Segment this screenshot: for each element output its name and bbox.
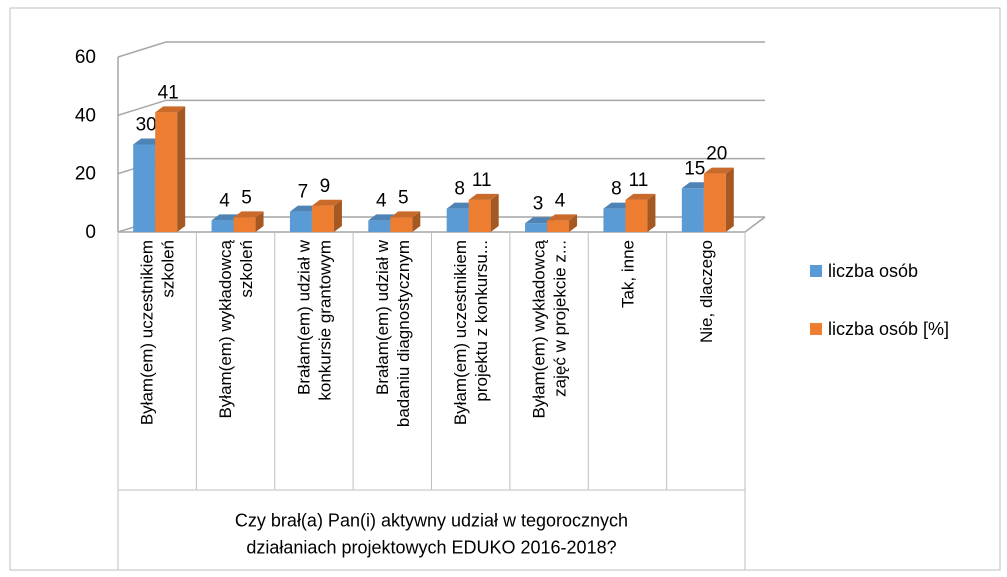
- chart-border: [9, 7, 1001, 571]
- bar-face: [368, 220, 391, 232]
- y-tick-label: 40: [75, 105, 96, 126]
- data-label: 4: [376, 190, 387, 211]
- bar-face: [155, 106, 186, 113]
- bar-face: [155, 112, 178, 232]
- bar-face: [211, 220, 234, 232]
- data-label: 30: [136, 115, 157, 136]
- bar-face: [177, 106, 186, 232]
- data-label: 41: [158, 82, 179, 103]
- data-label: 5: [241, 187, 252, 208]
- bar-face: [133, 144, 156, 232]
- bar: [468, 193, 499, 232]
- x-tick-label: Nie, dlaczego: [697, 240, 716, 343]
- legend-label: liczba osób [%]: [828, 319, 949, 339]
- data-label: 9: [320, 176, 331, 197]
- x-tick-label: Byłam(em) uczestnikiem szkoleń: [138, 240, 178, 425]
- bar-face: [525, 223, 548, 232]
- bar-face: [390, 211, 421, 218]
- bar-face: [446, 208, 469, 232]
- bar-face: [625, 193, 656, 200]
- bar-face: [468, 193, 499, 200]
- bar-face: [333, 199, 342, 232]
- bar: [233, 211, 264, 232]
- bar-face: [311, 199, 342, 206]
- data-label: 4: [555, 190, 566, 211]
- bar-face: [725, 167, 734, 232]
- x-tick-label: Byłam(em) wykładowcą szkoleń: [216, 239, 256, 418]
- bar-face: [490, 193, 499, 232]
- bar: [547, 214, 578, 232]
- bar-face: [603, 208, 626, 232]
- y-tick-label: 60: [75, 47, 96, 68]
- bar-face: [681, 188, 704, 232]
- bar-face: [547, 220, 570, 232]
- bar-face: [233, 217, 256, 232]
- bar: [311, 199, 342, 232]
- legend-swatch: [810, 323, 822, 335]
- data-label: 20: [706, 144, 727, 165]
- x-tick-label: Byłam(em) wykładowcą zajęć w projekcie z.…: [530, 239, 570, 418]
- bar-face: [547, 214, 578, 221]
- bar-face: [390, 217, 413, 232]
- data-label: 11: [629, 170, 649, 191]
- x-axis-title: Czy brał(a) Pan(i) aktywny udział w tego…: [235, 511, 628, 558]
- y-tick-label: 0: [85, 222, 96, 243]
- bar: [155, 106, 186, 232]
- x-tick-label: Byłam(em) uczestnikiem projektu z konkurs…: [451, 240, 491, 425]
- bar: [703, 167, 734, 232]
- x-tick-label: Tak, inne: [618, 240, 637, 308]
- data-label: 5: [398, 187, 409, 208]
- bar-face: [703, 173, 726, 232]
- grid-line: [117, 41, 765, 58]
- bar-face: [647, 193, 656, 232]
- legend-swatch: [810, 265, 822, 277]
- bar-face: [569, 214, 578, 232]
- bar-face: [289, 211, 312, 232]
- bar-face: [625, 199, 648, 232]
- bar-face: [233, 211, 264, 218]
- bar-face: [255, 211, 264, 232]
- grid-line: [117, 99, 765, 117]
- legend-label: liczba osób: [828, 261, 918, 281]
- bar: [625, 193, 656, 232]
- bar-face: [468, 199, 491, 232]
- data-label: 11: [472, 170, 492, 191]
- x-tick-label: Brałam(em) udział w konkursie grantowym: [294, 239, 334, 400]
- data-label: 15: [684, 158, 705, 179]
- data-label: 4: [219, 190, 230, 211]
- x-tick-label: Brałam(em) udział w badaniu diagnostyczny…: [373, 239, 413, 427]
- y-tick-label: 20: [75, 164, 96, 185]
- bar-face: [703, 167, 734, 174]
- bar-face: [311, 205, 334, 232]
- bar: [390, 211, 421, 232]
- data-label: 8: [454, 179, 465, 200]
- data-label: 3: [533, 193, 544, 214]
- bar-face: [412, 211, 421, 232]
- data-label: 7: [298, 182, 309, 203]
- data-label: 8: [611, 179, 622, 200]
